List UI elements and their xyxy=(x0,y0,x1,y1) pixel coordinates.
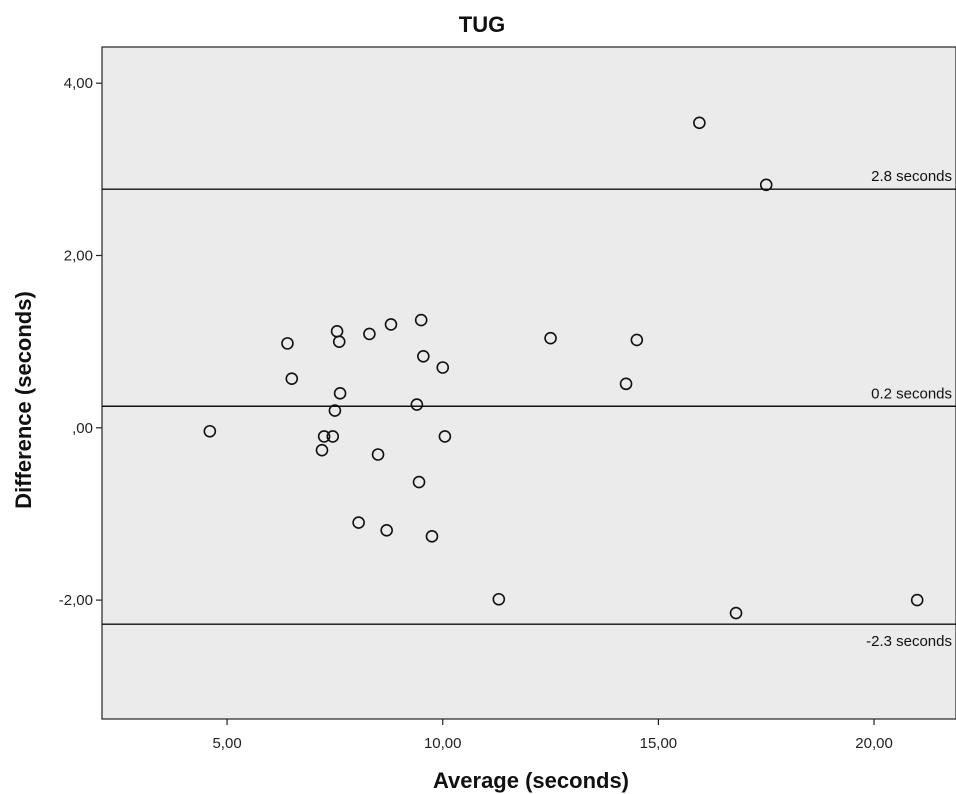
data-point xyxy=(363,327,376,341)
reference-line-label: 0.2 seconds xyxy=(871,385,952,402)
y-axis-title: Difference (seconds) xyxy=(11,291,36,509)
data-point xyxy=(759,178,773,192)
data-point xyxy=(425,530,439,543)
data-point xyxy=(417,349,430,363)
data-point xyxy=(380,524,393,537)
data-point xyxy=(693,116,706,130)
data-point xyxy=(332,335,346,348)
data-point xyxy=(729,606,743,620)
data-point xyxy=(352,516,365,529)
x-tick-label: 20,00 xyxy=(855,735,893,752)
x-axis-title: Average (seconds) xyxy=(433,768,629,793)
x-tick-label: 15,00 xyxy=(640,735,678,752)
reference-line-label: -2.3 seconds xyxy=(866,633,952,650)
data-point xyxy=(315,443,329,457)
data-point xyxy=(328,404,342,417)
data-point xyxy=(371,448,385,461)
data-point xyxy=(384,318,398,331)
data-point xyxy=(285,372,299,385)
chart-title: TUG xyxy=(459,12,505,37)
data-point xyxy=(619,377,633,391)
data-point xyxy=(326,430,340,443)
y-tick-label: -2,00 xyxy=(59,592,93,609)
y-axis-ticks: -2,00 ,00 2,00 4,00 xyxy=(59,75,102,609)
reference-line-label: 2.8 seconds xyxy=(871,168,952,185)
data-point xyxy=(438,430,452,443)
reference-lines: 2.8 seconds 0.2 seconds -2.3 seconds xyxy=(102,168,956,650)
data-point xyxy=(544,331,557,345)
x-axis-ticks: 5,00 10,00 15,00 20,00 xyxy=(212,719,893,752)
data-point xyxy=(412,475,426,489)
data-point xyxy=(414,313,428,327)
y-tick-label: 4,00 xyxy=(64,75,93,92)
x-tick-label: 5,00 xyxy=(212,735,241,752)
data-point xyxy=(281,337,294,350)
data-point xyxy=(317,430,331,443)
data-point xyxy=(492,592,506,606)
data-point xyxy=(333,387,347,400)
data-point xyxy=(630,333,644,347)
plot-area xyxy=(101,46,956,720)
x-tick-label: 10,00 xyxy=(424,735,462,752)
y-tick-label: 2,00 xyxy=(64,247,93,264)
data-point xyxy=(410,398,424,411)
data-points xyxy=(203,116,924,620)
y-tick-label: ,00 xyxy=(72,420,93,437)
data-point xyxy=(203,424,217,438)
data-point xyxy=(436,361,450,374)
data-point xyxy=(910,593,924,607)
